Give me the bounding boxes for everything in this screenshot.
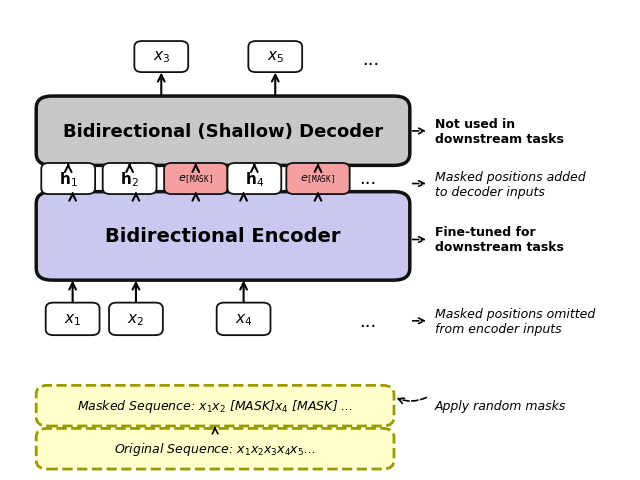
Text: Original Sequence: $x_1x_2x_3x_4x_5$...: Original Sequence: $x_1x_2x_3x_4x_5$... xyxy=(115,440,316,457)
FancyBboxPatch shape xyxy=(227,164,281,195)
FancyBboxPatch shape xyxy=(36,97,410,166)
FancyBboxPatch shape xyxy=(45,303,100,336)
Text: $e_{\mathtt{[MASK]}}$: $e_{\mathtt{[MASK]}}$ xyxy=(178,173,213,185)
Text: Not used in
downstream tasks: Not used in downstream tasks xyxy=(435,118,564,145)
Text: ...: ... xyxy=(359,312,376,330)
Text: $e_{\mathtt{[MASK]}}$: $e_{\mathtt{[MASK]}}$ xyxy=(300,173,335,185)
FancyBboxPatch shape xyxy=(36,385,394,426)
Text: $x_1$: $x_1$ xyxy=(64,312,81,327)
FancyBboxPatch shape xyxy=(286,164,349,195)
Text: $\mathbf{h}_1$: $\mathbf{h}_1$ xyxy=(59,170,77,189)
FancyBboxPatch shape xyxy=(248,42,302,73)
FancyBboxPatch shape xyxy=(164,164,227,195)
FancyBboxPatch shape xyxy=(36,429,394,469)
Text: Masked positions added
to decoder inputs: Masked positions added to decoder inputs xyxy=(435,170,586,198)
Text: Fine-tuned for
downstream tasks: Fine-tuned for downstream tasks xyxy=(435,226,564,254)
Text: $x_2$: $x_2$ xyxy=(127,312,145,327)
Text: ...: ... xyxy=(359,170,376,188)
FancyBboxPatch shape xyxy=(102,164,157,195)
Text: $x_4$: $x_4$ xyxy=(235,312,252,327)
Text: $\mathbf{h}_2$: $\mathbf{h}_2$ xyxy=(120,170,139,189)
Text: $x_3$: $x_3$ xyxy=(152,49,170,65)
FancyBboxPatch shape xyxy=(36,192,410,281)
FancyBboxPatch shape xyxy=(217,303,271,336)
FancyBboxPatch shape xyxy=(109,303,163,336)
Text: $\mathbf{h}_4$: $\mathbf{h}_4$ xyxy=(244,170,264,189)
FancyBboxPatch shape xyxy=(42,164,95,195)
Text: ...: ... xyxy=(362,50,380,69)
Text: Bidirectional Encoder: Bidirectional Encoder xyxy=(105,227,340,246)
FancyBboxPatch shape xyxy=(134,42,188,73)
Text: Masked positions omitted
from encoder inputs: Masked positions omitted from encoder in… xyxy=(435,307,595,335)
Text: Masked Sequence: $x_1x_2$ [MASK]$x_4$ [MASK] ...: Masked Sequence: $x_1x_2$ [MASK]$x_4$ [M… xyxy=(77,397,353,414)
Text: Bidirectional (Shallow) Decoder: Bidirectional (Shallow) Decoder xyxy=(63,122,383,141)
Text: Apply random masks: Apply random masks xyxy=(435,399,566,413)
Text: $x_5$: $x_5$ xyxy=(267,49,284,65)
